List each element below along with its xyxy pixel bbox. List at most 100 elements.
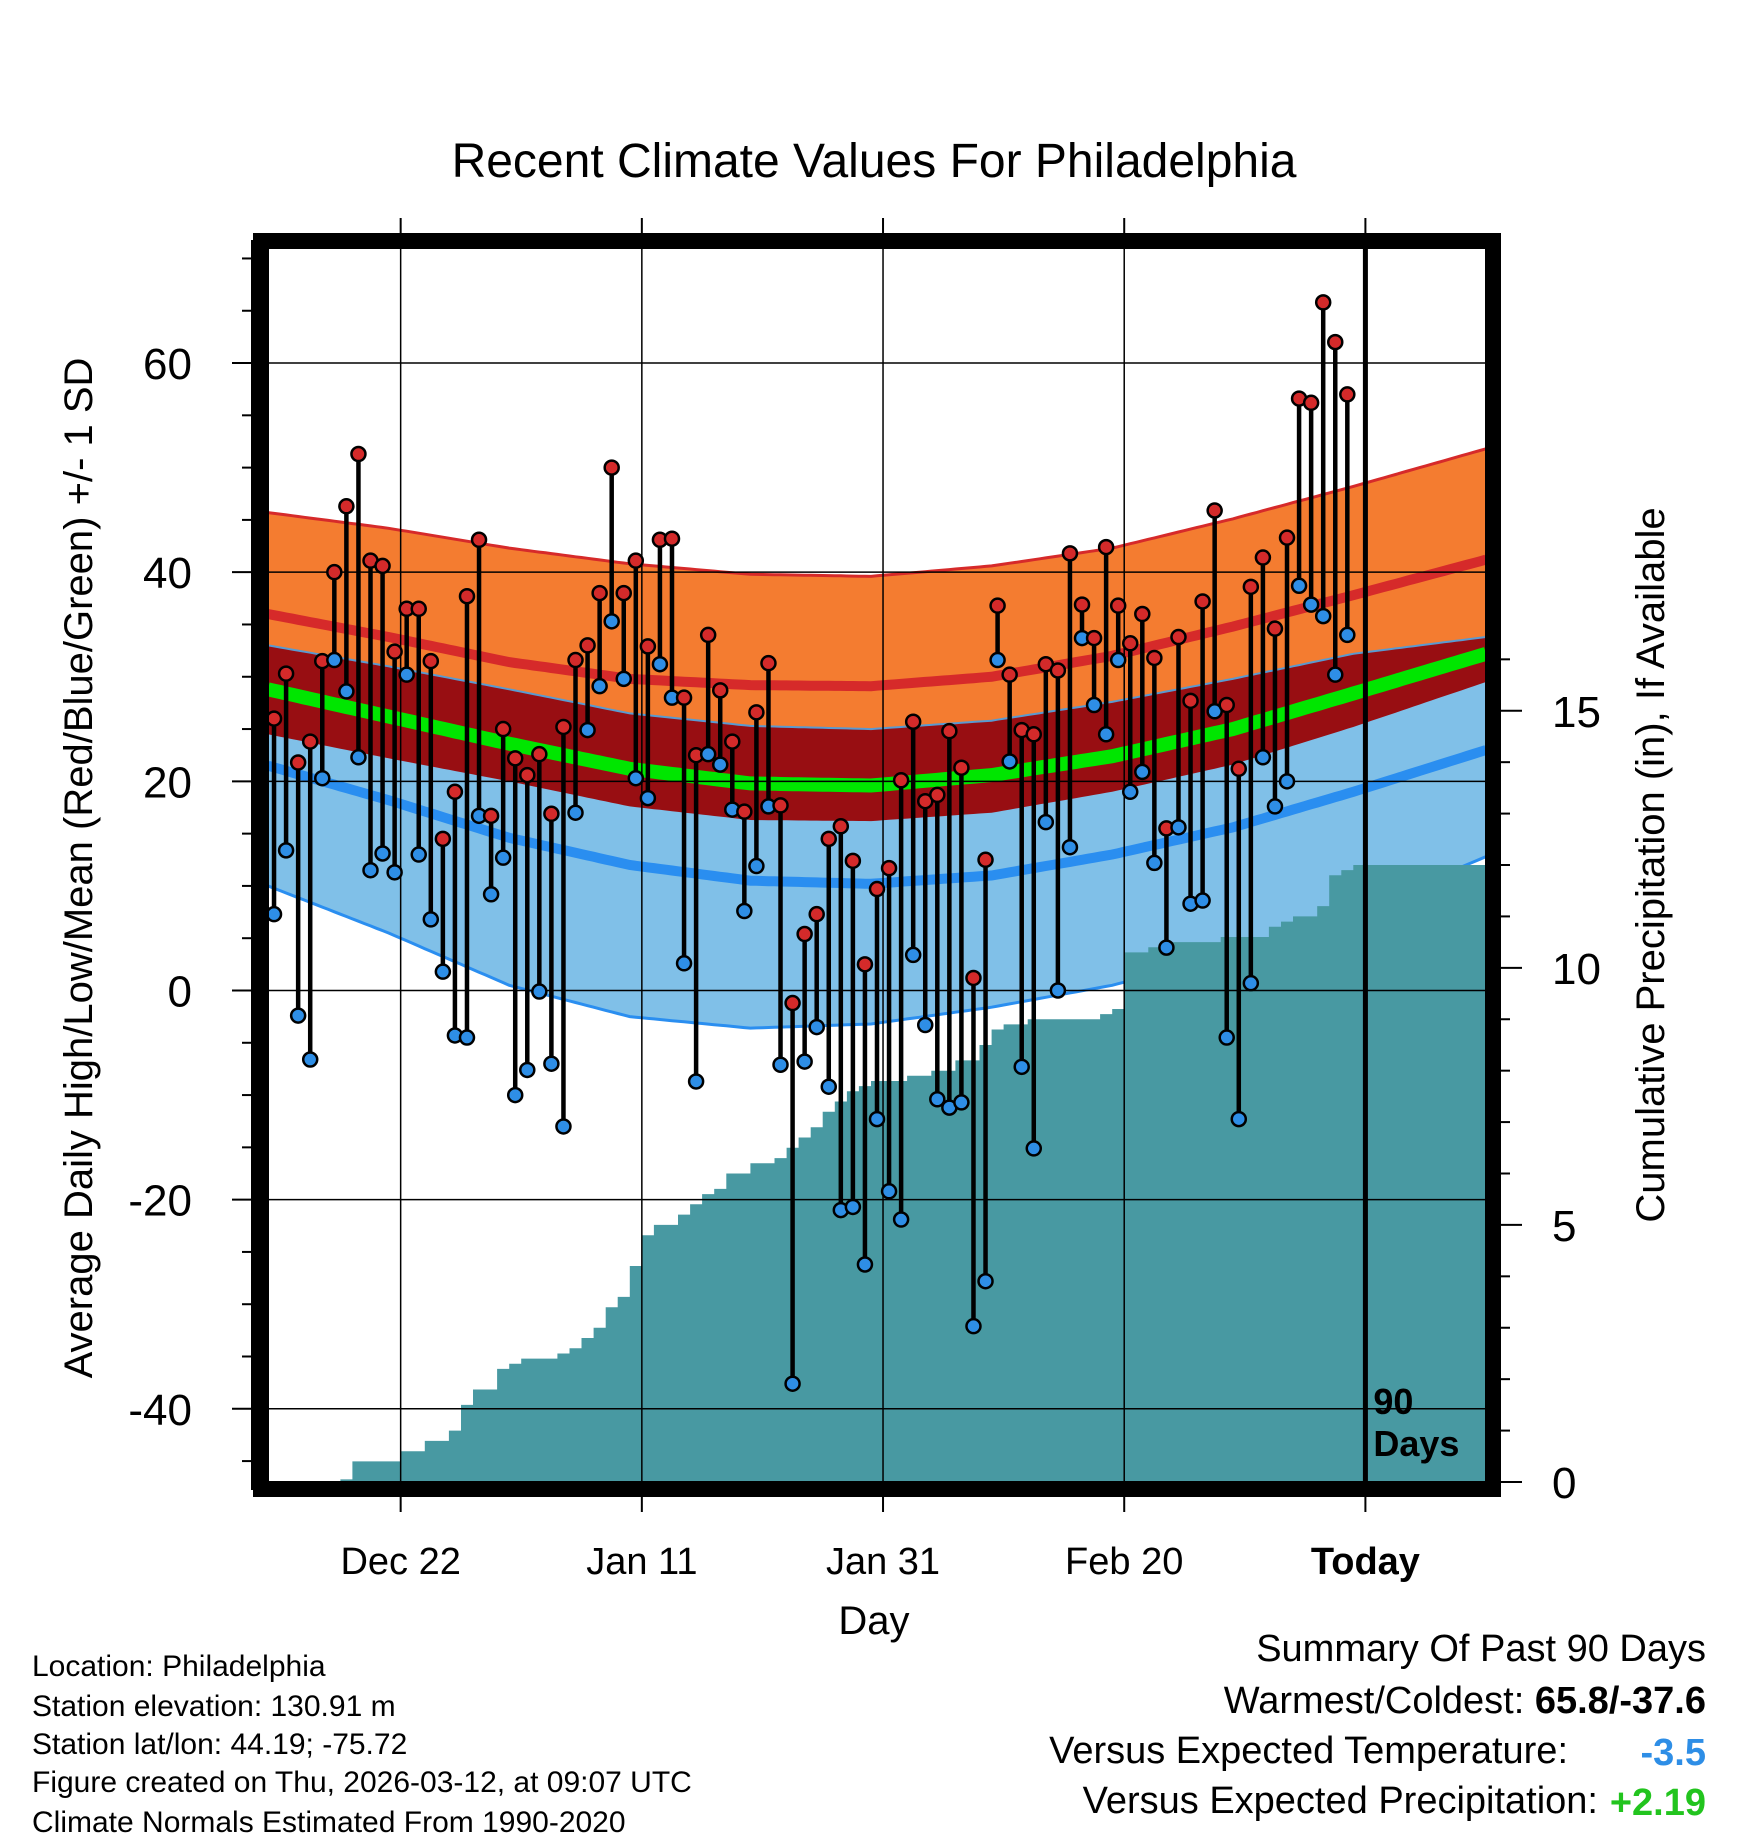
high-point — [579, 637, 596, 654]
high-point — [1134, 605, 1151, 623]
temp-anomaly-label: Versus Expected Temperature: — [1049, 1730, 1568, 1772]
low-point — [579, 721, 596, 739]
high-point — [1170, 628, 1187, 646]
precip-area — [268, 865, 1486, 1482]
high-point — [482, 807, 500, 825]
low-point — [1339, 626, 1356, 644]
warmest-value: 65.8/-37.6 — [1534, 1680, 1706, 1722]
high-point — [977, 851, 994, 869]
low-point — [326, 651, 343, 669]
low-point — [1121, 783, 1139, 801]
high-point — [856, 956, 874, 973]
high-point — [1302, 394, 1320, 412]
high-point — [446, 783, 464, 801]
y-tick-label: 0 — [168, 967, 192, 1016]
y-tick-label: 40 — [143, 549, 192, 598]
high-point — [506, 750, 524, 767]
low-point — [350, 749, 367, 766]
low-point — [1230, 1110, 1248, 1128]
high-point — [1278, 529, 1296, 546]
high-point — [941, 722, 958, 740]
y2-tick-label: 15 — [1552, 688, 1601, 737]
low-point — [748, 857, 765, 875]
x-tick-label: Today — [1311, 1541, 1420, 1583]
high-point — [904, 713, 922, 730]
high-point — [1001, 666, 1018, 683]
low-point — [1001, 753, 1018, 770]
temp-anomaly-value: -3.5 — [1640, 1732, 1706, 1774]
low-point — [531, 983, 548, 1000]
high-point — [711, 682, 729, 699]
mean-band-edge — [268, 636, 1486, 731]
low-point — [362, 861, 379, 879]
y-tick-label: 20 — [143, 758, 192, 807]
high-upper-line — [268, 447, 1486, 578]
location-text: Location: Philadelphia — [32, 1650, 326, 1683]
low-point — [1146, 854, 1163, 872]
high-point — [374, 557, 391, 575]
period-label-number: 90 — [1373, 1381, 1413, 1422]
high-point — [458, 587, 476, 605]
low-point — [543, 1055, 560, 1072]
low-point — [410, 846, 427, 863]
low-point — [977, 1272, 994, 1290]
low-point — [506, 1086, 524, 1104]
low-point — [651, 655, 669, 673]
high-point — [603, 459, 620, 476]
high-point — [567, 651, 584, 669]
low-point — [386, 864, 403, 881]
high-point — [615, 584, 633, 602]
low-point — [772, 1056, 789, 1073]
low-point — [1327, 666, 1344, 683]
low-point — [916, 1016, 934, 1034]
high-point — [338, 498, 355, 515]
high-point — [832, 818, 850, 835]
high-point — [1254, 549, 1272, 566]
elevation-text: Station elevation: 130.91 m — [32, 1690, 396, 1723]
low-point — [268, 905, 283, 923]
high-point — [772, 797, 789, 814]
low-point — [796, 1053, 813, 1070]
low-point — [1109, 651, 1127, 669]
high-point — [326, 563, 343, 581]
low-point — [639, 789, 657, 807]
low-point — [338, 683, 355, 700]
low-point — [519, 1061, 536, 1079]
chart-title: Recent Climate Values For Philadelphia — [452, 135, 1297, 188]
y2-tick-label: 5 — [1552, 1202, 1576, 1251]
precip-anomaly-label: Versus Expected Precipitation: — [1082, 1780, 1598, 1822]
high-point — [519, 766, 536, 784]
low-point — [374, 845, 391, 862]
high-point — [543, 805, 560, 823]
low-point — [591, 677, 608, 695]
low-point — [953, 1094, 970, 1111]
summary-warmest: Warmest/Coldest: 65.8/-37.6 — [1224, 1682, 1706, 1720]
low-point — [711, 756, 729, 773]
high-point — [699, 626, 717, 644]
latlon-text: Station lat/lon: 44.19; -75.72 — [32, 1728, 408, 1761]
low-point — [603, 613, 620, 630]
low-point — [555, 1118, 572, 1135]
y2-axis-label: Cumulative Precipitation (in), If Availa… — [1629, 507, 1673, 1222]
y-axis-label: Average Daily High/Low/Mean (Red/Blue/Gr… — [57, 358, 101, 1379]
low-point — [687, 1073, 705, 1090]
high-point — [1097, 538, 1115, 556]
low-point — [965, 1317, 982, 1335]
low-point — [1278, 773, 1296, 790]
high-point — [1121, 635, 1139, 652]
high-point — [844, 852, 862, 870]
normal-mean-line — [268, 647, 1486, 793]
y2-tick-label: 10 — [1552, 945, 1601, 994]
plot-frame — [253, 233, 1501, 1497]
high-point — [1218, 696, 1235, 714]
high-point — [350, 445, 367, 463]
low-point — [494, 849, 512, 866]
summary-heading: Summary Of Past 90 Days — [1256, 1628, 1706, 1670]
low-point — [1134, 763, 1151, 781]
y-tick-label: 60 — [143, 340, 192, 389]
low-point — [1061, 838, 1079, 856]
high-point — [434, 830, 452, 848]
high-point — [953, 759, 970, 776]
x-tick-label: Jan 11 — [586, 1541, 697, 1583]
